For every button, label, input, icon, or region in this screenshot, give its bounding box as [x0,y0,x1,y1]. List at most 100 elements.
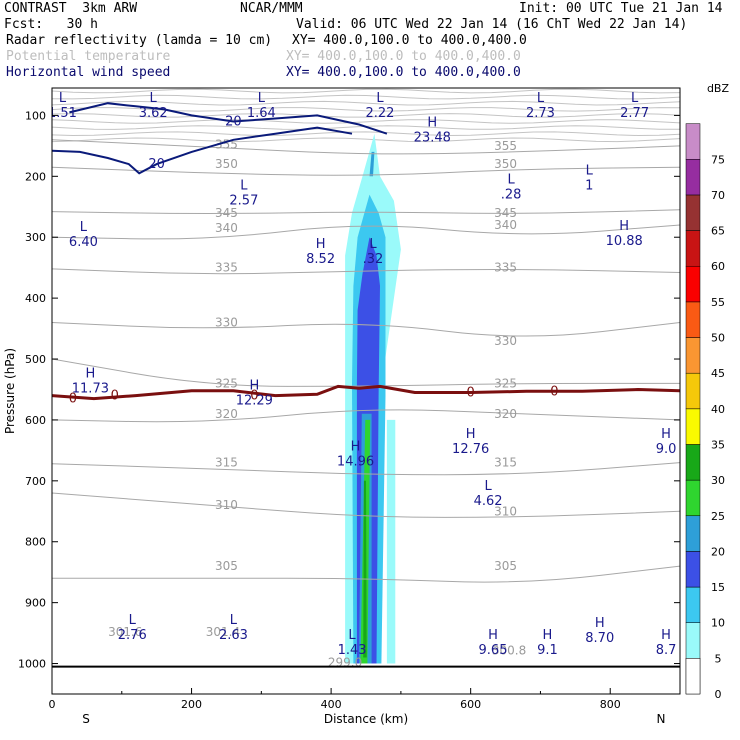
extremum-value-13: 8.52 [306,252,335,267]
colorbar-swatch-25 [685,479,701,517]
valid-time: Valid: 06 UTC Wed 22 Jan 14 (16 ChT Wed … [296,17,688,32]
extremum-symbol-14: L [369,237,377,252]
y-tick-label-900: 900 [25,597,46,610]
colorbar-label-60: 60 [711,260,725,273]
colorbar-swatch-65 [685,194,701,231]
colorbar-swatch-40 [685,372,701,410]
extremum-symbol-4: L [376,91,384,106]
isentrope-310 [52,492,680,518]
colorbar-label-15: 15 [711,581,725,594]
extremum-symbol-2: L [150,91,158,106]
extremum-value-19: 14.96 [337,454,374,469]
colorbar-swatch-15 [685,551,701,588]
wind-contour-2 [52,126,353,175]
extremum-value-27: 8.7 [656,643,677,658]
isentrope-325 [52,358,680,387]
x-tick-label-600: 600 [460,698,481,711]
colorbar-label-35: 35 [711,438,725,451]
colorbar-swatch-30 [685,444,701,481]
isentrope-label-305-2: 305 [494,559,517,573]
isentrope-340 [52,224,680,240]
isentrope-label-310-2: 310 [494,504,517,518]
extremum-symbol-6: L [631,91,639,106]
y-axis-label: Pressure (hPa) [3,348,17,434]
extremum-symbol-23: L [348,628,356,643]
upper-isentrope-1 [52,88,680,94]
isentrope-320 [52,409,680,423]
extremum-symbol-12: L [80,220,88,235]
x-tick-label-400: 400 [321,698,342,711]
field2-name: Potential temperature [6,49,171,64]
extremum-value-8: 2.57 [229,194,258,209]
extremum-symbol-27: H [661,628,671,643]
wind-contour-label-2: 20 [148,157,165,172]
field2-section: XY= 400.0,100.0 to 400.0,400.0 [286,49,521,64]
extremum-symbol-10: L [586,163,594,178]
upper-isentrope-2 [52,94,680,100]
extremum-symbol-3: L [258,91,266,106]
forecast-hour: Fcst: 30 h [4,17,98,32]
isentrope-label-335-1: 335 [215,261,238,275]
isentrope-label-325-2: 325 [494,376,517,390]
extremum-value-23: 1.43 [338,643,367,658]
isentrope-label-335-2: 335 [494,261,517,275]
colorbar-swatch-35 [685,408,701,445]
colorbar-swatch-5 [685,622,701,659]
extremum-value-14: .32 [363,252,384,267]
field1-section: XY= 400.0,100.0 to 400.0,400.0 [292,33,527,48]
extremum-symbol-7: H [427,115,437,130]
freezing-level-label-3: 0 [250,389,258,404]
upper-isentrope-5 [52,113,680,118]
isentrope-label-345-1: 345 [215,206,238,220]
colorbar-label-10: 10 [711,617,725,630]
extremum-value-22: 2.63 [219,628,248,643]
extremum-symbol-21: L [129,613,137,628]
colorbar-swatch-75 [685,123,701,160]
isentrope-label-340-1: 340 [215,221,238,235]
extremum-symbol-11: H [619,219,629,234]
extremum-symbol-20: L [484,479,492,494]
isentrope-350 [52,166,680,176]
freezing-level-line [52,384,680,401]
colorbar-bottom-cap [685,658,701,695]
reflectivity-30dbz-region-7 [363,480,367,658]
colorbar-unit: dBZ [707,82,730,95]
extremum-value-10: 1 [585,178,593,193]
extremum-symbol-5: L [537,91,545,106]
colorbar-swatch-60 [685,230,701,267]
extremum-symbol-8: L [240,179,248,194]
extremum-value-17: 12.76 [452,442,489,457]
x-tick-label-0: 0 [49,698,56,711]
colorbar-label-45: 45 [711,367,725,380]
extremum-value-6: 2.77 [620,106,649,121]
left-end-label: S [82,712,90,726]
isentrope-label-305-1: 305 [215,559,238,573]
extremum-symbol-16: H [249,378,259,393]
isentrope-label-345-2: 345 [494,206,517,220]
extremum-symbol-25: H [543,628,553,643]
extremum-value-12: 6.40 [69,235,98,250]
theta-value-4: 300.8 [492,643,526,657]
extremum-symbol-9: L [508,173,516,188]
extremum-value-1: 1.51 [48,106,77,121]
colorbar-label-0: 0 [715,688,722,701]
y-tick-label-400: 400 [25,292,46,305]
extremum-value-2: 3.62 [139,106,168,121]
isentrope-315 [52,462,680,476]
extremum-value-3: 1.64 [247,106,276,121]
isentrope-label-320-1: 320 [215,407,238,421]
extremum-symbol-26: H [595,616,605,631]
y-tick-label-300: 300 [25,231,46,244]
colorbar-label-65: 65 [711,225,725,238]
theta-value-2: 301.4 [206,625,240,639]
extremum-symbol-22: L [230,613,238,628]
extremum-value-15: 11.73 [72,381,109,396]
colorbar-label-55: 55 [711,296,725,309]
extremum-value-25: 9.1 [537,643,558,658]
organization: NCAR/MMM [240,1,303,16]
reflectivity-5dbz-region-2 [386,419,396,664]
colorbar-swatch-50 [685,301,701,338]
freezing-level-label-1: 0 [69,392,77,407]
